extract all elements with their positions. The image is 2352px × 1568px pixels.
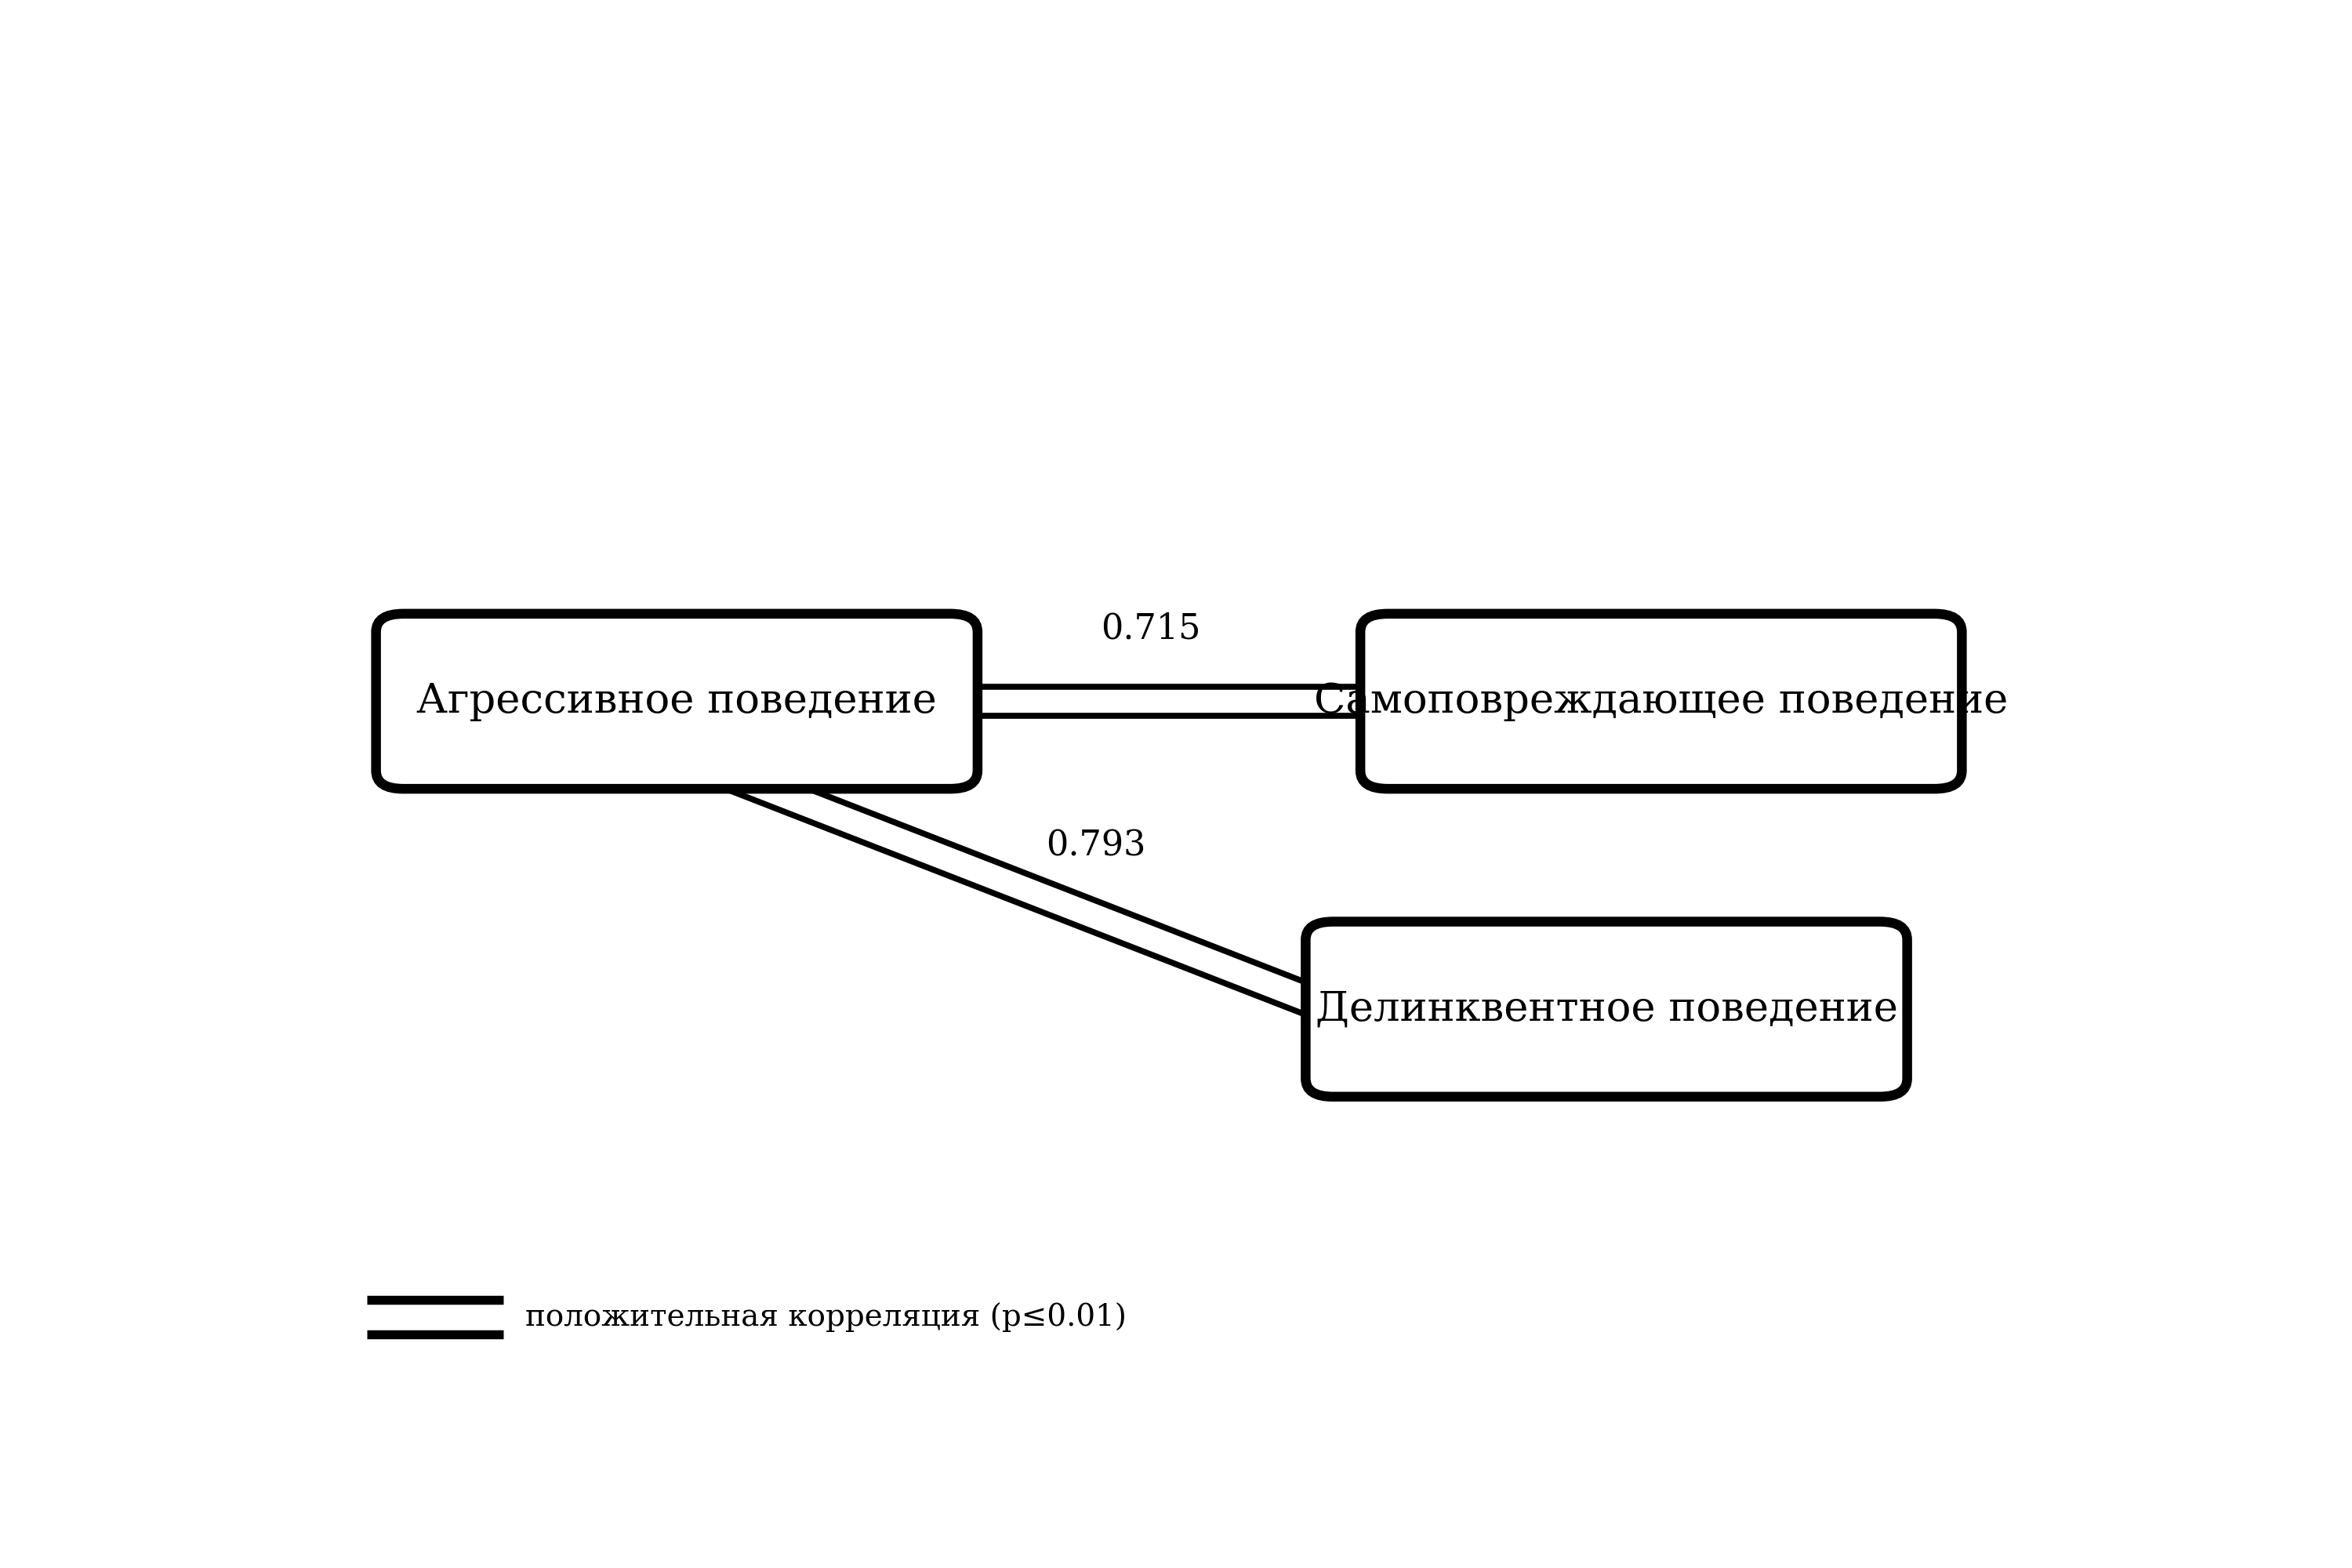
FancyBboxPatch shape — [376, 613, 978, 789]
FancyBboxPatch shape — [1359, 613, 1962, 789]
Text: Делинквентное поведение: Делинквентное поведение — [1315, 989, 1898, 1029]
Text: 0.793: 0.793 — [1047, 829, 1145, 862]
Text: положительная корреляция (p≤0.01): положительная корреляция (p≤0.01) — [524, 1301, 1127, 1331]
FancyBboxPatch shape — [1305, 922, 1907, 1096]
Text: 0.715: 0.715 — [1101, 612, 1200, 646]
Text: Самоповреждающее поведение: Самоповреждающее поведение — [1315, 682, 2009, 721]
Text: Агрессивное поведение: Агрессивное поведение — [416, 682, 936, 721]
